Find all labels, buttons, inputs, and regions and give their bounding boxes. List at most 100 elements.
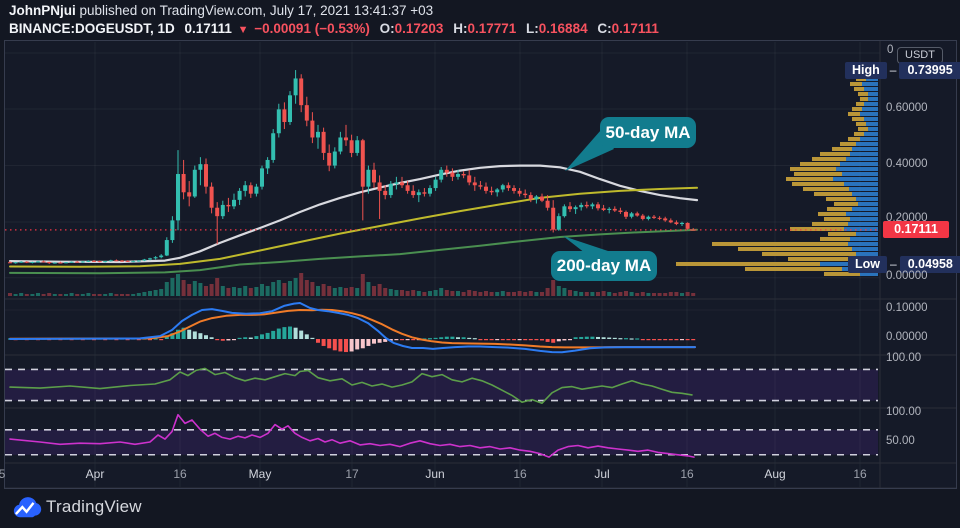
candle-body	[467, 175, 472, 183]
volume-bar	[75, 294, 80, 296]
low-value: 0.16884	[538, 21, 588, 36]
macd-histogram-bar	[584, 336, 589, 339]
candle-body	[640, 215, 645, 219]
macd-histogram-bar	[629, 338, 634, 340]
candle-body	[635, 213, 640, 216]
volume-profile-yellow	[824, 272, 860, 276]
volume-bar	[316, 286, 320, 296]
time-axis-label: Apr	[85, 467, 105, 481]
candle-body	[8, 262, 12, 264]
volume-bar	[125, 294, 130, 296]
macd-histogram-bar	[164, 336, 169, 339]
volume-bar	[372, 286, 376, 296]
macd-histogram-bar	[103, 339, 108, 341]
macd-histogram-bar	[461, 337, 466, 339]
macd-histogram-bar	[377, 339, 382, 343]
volume-profile-yellow	[745, 267, 842, 271]
candle-body	[646, 216, 651, 219]
macd-histogram-bar	[338, 339, 343, 352]
candle-body	[596, 204, 600, 209]
candle-body	[226, 204, 231, 207]
macd-histogram-bar	[646, 339, 651, 341]
volume-bar	[456, 291, 460, 296]
candle-body	[254, 186, 259, 194]
volume-bar	[624, 291, 628, 296]
volume-bar	[400, 290, 404, 296]
volume-bar	[360, 274, 365, 296]
low-label: L:	[526, 21, 539, 36]
volume-bar	[685, 292, 690, 296]
ma50-callout[interactable]: 50-day MA	[600, 117, 696, 148]
volume-profile-blue	[848, 242, 878, 246]
volume-bar	[528, 291, 533, 296]
tradingview-logo-icon[interactable]	[12, 495, 42, 521]
volume-bar	[433, 290, 438, 296]
candle-body	[495, 189, 500, 193]
macd-histogram-bar	[198, 333, 203, 339]
volume-profile-blue	[862, 82, 878, 86]
symbol-title[interactable]: BINANCE:DOGEUSDT, 1D	[9, 21, 175, 36]
volume-profile-yellow	[818, 212, 846, 216]
volume-profile-yellow	[803, 187, 849, 191]
volume-bar	[92, 294, 96, 296]
volume-bar	[282, 283, 287, 296]
macd-histogram-bar	[528, 339, 533, 341]
volume-bar	[517, 291, 522, 296]
volume-bar	[41, 294, 46, 296]
volume-bar	[607, 292, 612, 296]
candle-body	[86, 260, 91, 262]
candle-body	[612, 208, 617, 211]
candle-body	[344, 137, 348, 141]
volume-bar	[271, 282, 276, 296]
candle-body	[551, 207, 556, 230]
tradingview-brand-text[interactable]: TradingView	[46, 497, 142, 516]
time-axis-label: Jun	[425, 467, 445, 481]
candle-body	[450, 172, 455, 177]
candle-body	[36, 261, 40, 263]
candle-body	[668, 220, 673, 223]
macd-histogram-bar	[562, 339, 567, 341]
macd-histogram-bar	[512, 339, 516, 341]
macd-histogram-bar	[248, 337, 253, 339]
candle-body	[556, 216, 561, 230]
candle-body	[260, 168, 264, 187]
snapshot-header: JohnPNjui published on TradingView.com, …	[0, 0, 960, 40]
volume-bar	[489, 292, 494, 296]
macd-histogram-bar	[691, 339, 696, 341]
time-axis-label: May	[248, 467, 272, 481]
volume-bar	[349, 287, 354, 296]
last-price: 0.17111	[184, 21, 232, 36]
volume-bar	[276, 280, 281, 296]
volume-bar	[243, 286, 248, 296]
candle-body	[506, 185, 511, 189]
volume-profile-blue	[868, 97, 878, 101]
candle-body	[282, 109, 287, 123]
ma200-callout[interactable]: 200-day MA	[551, 251, 657, 281]
volume-bar	[131, 294, 136, 296]
macd-histogram-bar	[450, 336, 455, 339]
volume-bar	[69, 293, 74, 296]
candle-body	[500, 185, 505, 190]
volume-bar	[568, 290, 572, 296]
volume-profile-yellow	[814, 192, 852, 196]
macd-histogram-bar	[573, 337, 578, 339]
macd-histogram-bar	[612, 337, 617, 340]
candle-body	[276, 109, 281, 134]
macd-histogram-bar	[372, 339, 376, 344]
volume-bar	[8, 293, 12, 296]
volume-profile-yellow	[854, 132, 864, 136]
macd-histogram-bar	[316, 339, 320, 343]
volume-profile-yellow	[856, 77, 866, 81]
volume-profile-yellow	[820, 237, 850, 241]
macd-histogram-bar	[181, 327, 186, 339]
macd-histogram-bar	[635, 338, 640, 340]
chart-area[interactable]	[4, 40, 957, 489]
volume-profile-blue	[858, 202, 878, 206]
volume-profile-blue	[850, 237, 878, 241]
volume-profile-yellow	[828, 232, 856, 236]
volume-bar	[551, 280, 556, 296]
volume-profile-yellow	[834, 202, 858, 206]
candle-body	[478, 185, 483, 187]
candle-body	[69, 261, 74, 263]
volume-profile-yellow	[824, 217, 850, 221]
